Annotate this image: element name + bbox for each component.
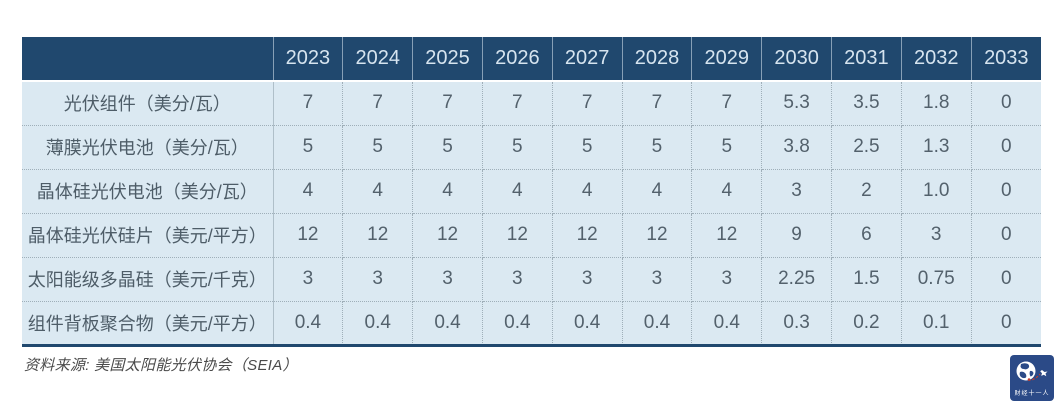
table-cell: 7 xyxy=(551,81,623,126)
table-cell: 1.0 xyxy=(900,168,972,214)
table-cell: 2.25 xyxy=(761,256,832,302)
table-cell: 3 xyxy=(412,256,483,302)
table-cell: 12 xyxy=(691,212,763,258)
table-cell: 5 xyxy=(412,124,483,170)
table-cell: 0.4 xyxy=(691,300,763,346)
table-cell: 4 xyxy=(621,168,693,214)
header-row: 2023 2024 2025 2026 2027 2028 2029 2030 … xyxy=(22,37,1041,82)
year-header: 2027 xyxy=(552,37,623,82)
table-cell: 4 xyxy=(272,168,344,214)
year-header: 2024 xyxy=(342,37,414,82)
table-cell: 5 xyxy=(691,124,763,170)
table-cell: 3 xyxy=(761,168,832,214)
publisher-logo: 财经十一人 xyxy=(1010,355,1054,401)
year-header: 2032 xyxy=(901,37,972,82)
row-label: 晶体硅光伏硅片（美元/平方） xyxy=(22,212,274,258)
year-header: 2031 xyxy=(831,37,902,82)
table-cell: 0.4 xyxy=(342,300,414,346)
row-label: 光伏组件（美分/瓦） xyxy=(22,81,274,126)
table-cell: 12 xyxy=(342,212,414,258)
year-header: 2028 xyxy=(622,37,693,82)
table-cell: 5 xyxy=(551,124,623,170)
price-table: 2023 2024 2025 2026 2027 2028 2029 2030 … xyxy=(22,37,1041,346)
table-cell: 0.4 xyxy=(621,300,693,346)
table-cell: 5.3 xyxy=(761,81,832,126)
table-cell: 3.8 xyxy=(761,124,832,170)
year-header: 2026 xyxy=(482,37,553,82)
table-cell: 5 xyxy=(272,124,344,170)
table-cell: 12 xyxy=(481,212,553,258)
table-cell: 4 xyxy=(691,168,763,214)
year-header: 2023 xyxy=(273,37,344,82)
table-cell: 9 xyxy=(761,212,832,258)
table-row: 光伏组件（美分/瓦） 7 7 7 7 7 7 7 5.3 3.5 1.8 0 xyxy=(22,81,1041,126)
row-label: 太阳能级多晶硅（美元/千克） xyxy=(22,256,274,302)
table-cell: 3 xyxy=(481,256,553,302)
table-cell: 5 xyxy=(621,124,693,170)
table-cell: 0.4 xyxy=(551,300,623,346)
table-row: 薄膜光伏电池（美分/瓦） 5 5 5 5 5 5 5 3.8 2.5 1.3 0 xyxy=(22,124,1041,170)
table-cell: 5 xyxy=(481,124,553,170)
table-cell: 0 xyxy=(970,81,1041,126)
table-row: 晶体硅光伏硅片（美元/平方） 12 12 12 12 12 12 12 9 6 … xyxy=(22,212,1041,258)
table-row: 晶体硅光伏电池（美分/瓦） 4 4 4 4 4 4 4 3 2 1.0 0 xyxy=(22,168,1041,214)
table-cell: 4 xyxy=(551,168,623,214)
table-cell: 12 xyxy=(272,212,344,258)
table-cell: 4 xyxy=(412,168,483,214)
row-label: 晶体硅光伏电池（美分/瓦） xyxy=(22,168,274,214)
table-cell: 0.1 xyxy=(900,300,972,346)
table-cell: 3.5 xyxy=(831,81,902,126)
table-cell: 0 xyxy=(970,256,1041,302)
table-cell: 7 xyxy=(621,81,693,126)
table-cell: 3 xyxy=(272,256,344,302)
table-cell: 0.75 xyxy=(900,256,972,302)
table-cell: 7 xyxy=(272,81,344,126)
logo-text: 财经十一人 xyxy=(1014,391,1050,397)
table-cell: 0 xyxy=(970,300,1041,346)
table-row: 组件背板聚合物（美元/平方） 0.4 0.4 0.4 0.4 0.4 0.4 0… xyxy=(22,300,1041,346)
corner-cell xyxy=(22,37,274,82)
table-cell: 4 xyxy=(481,168,553,214)
table-cell: 2.5 xyxy=(831,124,902,170)
table-cell: 12 xyxy=(412,212,483,258)
table-cell: 3 xyxy=(621,256,693,302)
table-cell: 1.3 xyxy=(900,124,972,170)
table-cell: 7 xyxy=(342,81,414,126)
table-cell: 0 xyxy=(970,124,1041,170)
table-row: 太阳能级多晶硅（美元/千克） 3 3 3 3 3 3 3 2.25 1.5 0.… xyxy=(22,256,1041,302)
year-header: 2033 xyxy=(971,37,1041,82)
table-cell: 4 xyxy=(342,168,414,214)
table-cell: 0.4 xyxy=(272,300,344,346)
source-line: 资料来源: 美国太阳能光伏协会（SEIA） xyxy=(24,357,298,374)
table-cell: 0 xyxy=(970,212,1041,258)
row-label: 组件背板聚合物（美元/平方） xyxy=(22,300,274,346)
table-cell: 6 xyxy=(831,212,902,258)
table-cell: 7 xyxy=(412,81,483,126)
table-cell: 1.8 xyxy=(900,81,972,126)
table-cell: 0 xyxy=(970,168,1041,214)
table-cell: 3 xyxy=(691,256,763,302)
table-bottom-rule xyxy=(22,344,1041,347)
table-cell: 1.5 xyxy=(831,256,902,302)
table-cell: 3 xyxy=(900,212,972,258)
row-label: 薄膜光伏电池（美分/瓦） xyxy=(22,124,274,170)
table-cell: 7 xyxy=(481,81,553,126)
table-cell: 0.2 xyxy=(831,300,902,346)
table-cell: 3 xyxy=(342,256,414,302)
table-cell: 3 xyxy=(551,256,623,302)
table-cell: 12 xyxy=(551,212,623,258)
table-cell: 7 xyxy=(691,81,763,126)
table-cell: 5 xyxy=(342,124,414,170)
year-header: 2030 xyxy=(761,37,832,82)
year-header: 2029 xyxy=(691,37,763,82)
table-cell: 0.3 xyxy=(761,300,832,346)
table-cell: 0.4 xyxy=(481,300,553,346)
year-header: 2025 xyxy=(412,37,483,82)
table-cell: 12 xyxy=(621,212,693,258)
table-cell: 0.4 xyxy=(412,300,483,346)
table-cell: 2 xyxy=(831,168,902,214)
globe-icon xyxy=(1016,361,1048,381)
